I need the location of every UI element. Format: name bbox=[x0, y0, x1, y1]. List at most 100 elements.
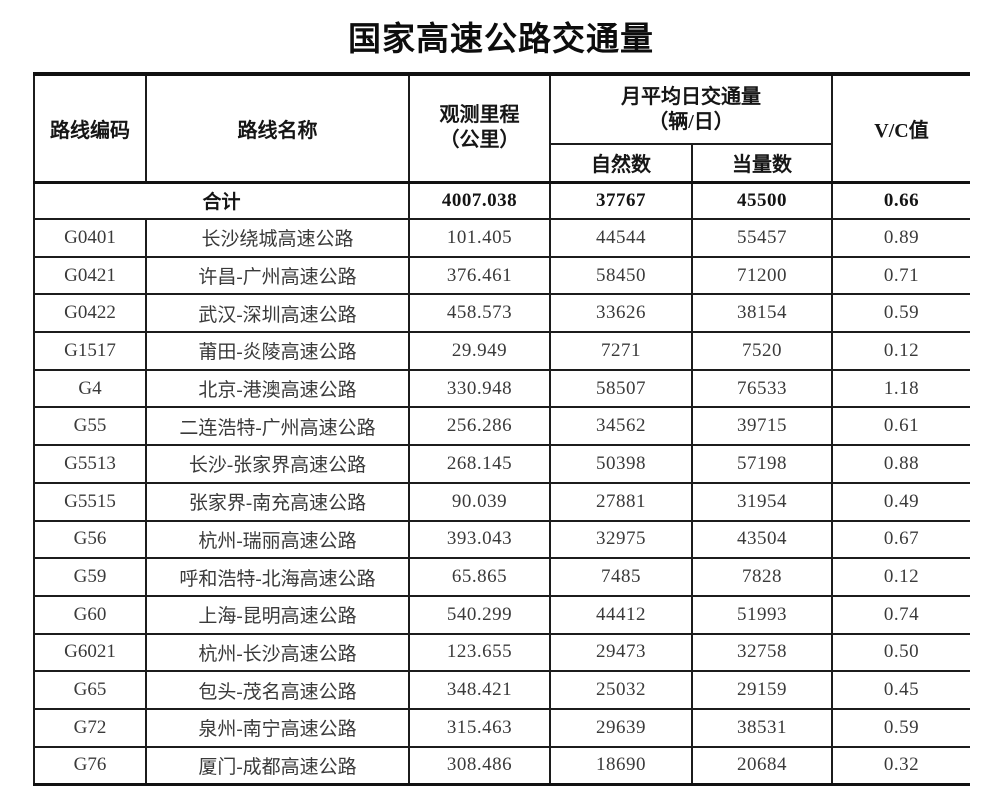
cell-equivalent: 7828 bbox=[691, 557, 833, 597]
cell-name: 厦门-成都高速公路 bbox=[145, 745, 410, 786]
header-route-code: 路线编码 bbox=[33, 72, 147, 183]
cell-name: 呼和浩特-北海高速公路 bbox=[145, 557, 410, 597]
table-row: G65 包头-茂名高速公路 348.421 25032 29159 0.45 bbox=[33, 670, 970, 710]
cell-code: G6021 bbox=[33, 632, 147, 673]
cell-name: 长沙绕城高速公路 bbox=[145, 218, 410, 258]
cell-name: 泉州-南宁高速公路 bbox=[145, 707, 410, 748]
cell-equivalent: 38154 bbox=[691, 293, 833, 334]
cell-code: G59 bbox=[33, 557, 147, 597]
header-mileage: 观测里程 （公里） bbox=[408, 72, 551, 183]
header-daily-traffic-line2: （辆/日） bbox=[648, 110, 734, 133]
cell-equivalent: 20684 bbox=[691, 745, 833, 786]
table-row: G4 北京-港澳高速公路 330.948 58507 76533 1.18 bbox=[33, 368, 970, 409]
cell-vc: 0.61 bbox=[831, 406, 970, 447]
cell-equivalent: 76533 bbox=[691, 368, 833, 409]
header-equivalent: 当量数 bbox=[691, 143, 832, 183]
cell-code: G1517 bbox=[33, 331, 147, 371]
cell-code: G0401 bbox=[33, 218, 147, 258]
cell-mileage: 315.463 bbox=[408, 707, 551, 748]
cell-name: 张家界-南充高速公路 bbox=[145, 481, 410, 522]
cell-mileage: 268.145 bbox=[408, 444, 551, 484]
cell-mileage: 101.405 bbox=[408, 218, 551, 258]
cell-vc: 0.12 bbox=[831, 557, 970, 597]
cell-natural: 25032 bbox=[549, 670, 693, 710]
page-title: 国家高速公路交通量 bbox=[348, 22, 654, 58]
cell-natural: 7485 bbox=[549, 557, 693, 597]
cell-mileage: 90.039 bbox=[408, 481, 551, 522]
table-row: G55 二连浩特-广州高速公路 256.286 34562 39715 0.61 bbox=[33, 406, 970, 447]
cell-natural: 50398 bbox=[549, 444, 693, 484]
table-row: G56 杭州-瑞丽高速公路 393.043 32975 43504 0.67 bbox=[33, 519, 970, 560]
header-daily-traffic-line1: 月平均日交通量 bbox=[621, 85, 761, 108]
cell-natural: 33626 bbox=[549, 293, 693, 334]
cell-vc: 0.71 bbox=[831, 255, 970, 296]
summary-natural: 37767 bbox=[549, 180, 693, 220]
cell-natural: 58450 bbox=[549, 255, 693, 296]
cell-vc: 0.12 bbox=[831, 331, 970, 371]
cell-mileage: 308.486 bbox=[408, 745, 551, 786]
cell-equivalent: 43504 bbox=[691, 519, 833, 560]
cell-vc: 1.18 bbox=[831, 368, 970, 409]
cell-name: 杭州-长沙高速公路 bbox=[145, 632, 410, 673]
table-row: G72 泉州-南宁高速公路 315.463 29639 38531 0.59 bbox=[33, 707, 970, 748]
cell-mileage: 540.299 bbox=[408, 594, 551, 635]
cell-vc: 0.59 bbox=[831, 707, 970, 748]
cell-vc: 0.67 bbox=[831, 519, 970, 560]
table-row: G5515 张家界-南充高速公路 90.039 27881 31954 0.49 bbox=[33, 481, 970, 522]
cell-code: G5513 bbox=[33, 444, 147, 484]
cell-mileage: 348.421 bbox=[408, 670, 551, 710]
cell-natural: 44544 bbox=[549, 218, 693, 258]
cell-equivalent: 38531 bbox=[691, 707, 833, 748]
cell-equivalent: 32758 bbox=[691, 632, 833, 673]
cell-code: G0421 bbox=[33, 255, 147, 296]
cell-name: 二连浩特-广州高速公路 bbox=[145, 406, 410, 447]
cell-equivalent: 51993 bbox=[691, 594, 833, 635]
cell-name: 北京-港澳高速公路 bbox=[145, 368, 410, 409]
cell-equivalent: 71200 bbox=[691, 255, 833, 296]
table-row: G0422 武汉-深圳高速公路 458.573 33626 38154 0.59 bbox=[33, 293, 970, 334]
cell-vc: 0.45 bbox=[831, 670, 970, 710]
cell-mileage: 256.286 bbox=[408, 406, 551, 447]
summary-mileage: 4007.038 bbox=[408, 180, 551, 220]
cell-vc: 0.59 bbox=[831, 293, 970, 334]
cell-mileage: 29.949 bbox=[408, 331, 551, 371]
summary-equivalent: 45500 bbox=[691, 180, 833, 220]
cell-mileage: 458.573 bbox=[408, 293, 551, 334]
header-natural: 自然数 bbox=[549, 143, 693, 183]
table-row: G6021 杭州-长沙高速公路 123.655 29473 32758 0.50 bbox=[33, 632, 970, 673]
cell-code: G72 bbox=[33, 707, 147, 748]
cell-natural: 32975 bbox=[549, 519, 693, 560]
cell-name: 杭州-瑞丽高速公路 bbox=[145, 519, 410, 560]
header-mileage-line1: 观测里程 bbox=[439, 104, 520, 127]
cell-code: G4 bbox=[33, 368, 147, 409]
cell-code: G76 bbox=[33, 745, 147, 786]
table-row: G5513 长沙-张家界高速公路 268.145 50398 57198 0.8… bbox=[33, 444, 970, 484]
cell-code: G55 bbox=[33, 406, 147, 447]
cell-vc: 0.32 bbox=[831, 745, 970, 786]
cell-equivalent: 55457 bbox=[691, 218, 833, 258]
table-row: G0421 许昌-广州高速公路 376.461 58450 71200 0.71 bbox=[33, 255, 970, 296]
summary-row: 合计 4007.038 37767 45500 0.66 bbox=[33, 180, 970, 220]
cell-name: 武汉-深圳高速公路 bbox=[145, 293, 410, 334]
cell-vc: 0.88 bbox=[831, 444, 970, 484]
cell-vc: 0.89 bbox=[831, 218, 970, 258]
cell-code: G5515 bbox=[33, 481, 147, 522]
cell-name: 包头-茂名高速公路 bbox=[145, 670, 410, 710]
header-route-name: 路线名称 bbox=[145, 72, 410, 183]
cell-natural: 7271 bbox=[549, 331, 693, 371]
cell-equivalent: 29159 bbox=[691, 670, 833, 710]
cell-equivalent: 31954 bbox=[691, 481, 833, 522]
cell-mileage: 376.461 bbox=[408, 255, 551, 296]
cell-name: 莆田-炎陵高速公路 bbox=[145, 331, 410, 371]
table-row: G59 呼和浩特-北海高速公路 65.865 7485 7828 0.12 bbox=[33, 557, 970, 597]
header-vc: V/C值 bbox=[831, 72, 970, 183]
cell-vc: 0.49 bbox=[831, 481, 970, 522]
cell-equivalent: 39715 bbox=[691, 406, 833, 447]
cell-natural: 29639 bbox=[549, 707, 693, 748]
cell-code: G60 bbox=[33, 594, 147, 635]
table-row: G1517 莆田-炎陵高速公路 29.949 7271 7520 0.12 bbox=[33, 331, 970, 371]
cell-name: 上海-昆明高速公路 bbox=[145, 594, 410, 635]
traffic-table: 路线编码 路线名称 观测里程 （公里） 月平均日交通量 （辆/日） V/C值 bbox=[33, 72, 970, 786]
cell-mileage: 393.043 bbox=[408, 519, 551, 560]
